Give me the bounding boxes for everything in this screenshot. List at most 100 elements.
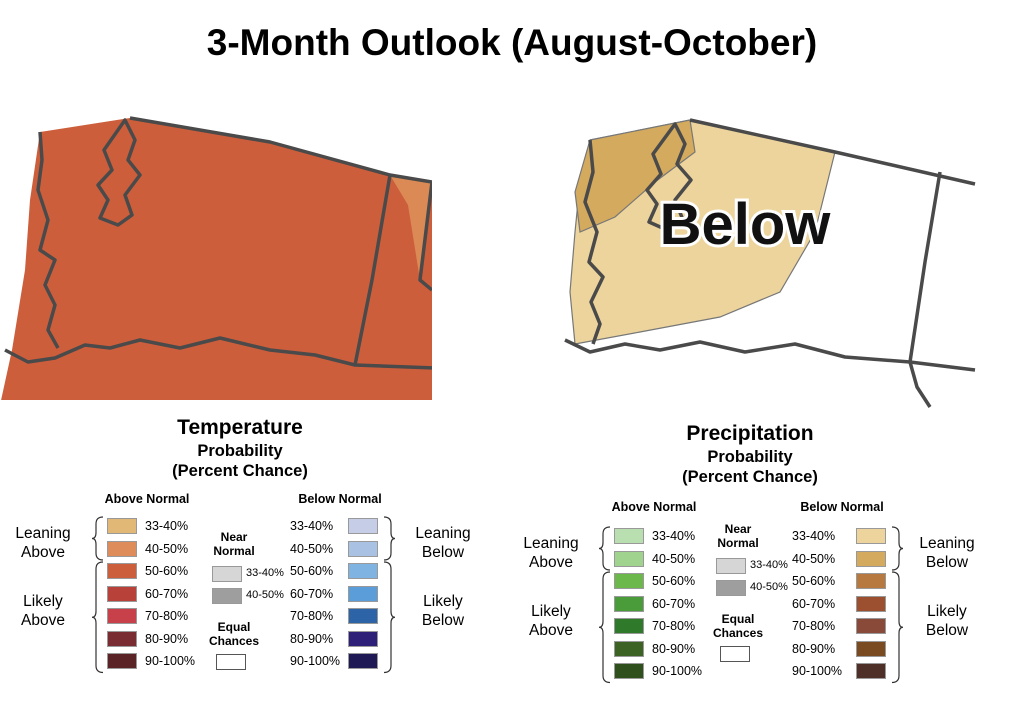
- international-border: [689, 118, 976, 186]
- below-label: 90-100%: [290, 654, 341, 668]
- coastline: [583, 139, 605, 345]
- leaning-above-brace: [91, 516, 104, 561]
- precipitation-map-label: Below: [660, 192, 832, 257]
- equal-chances-heading-line: Equal: [721, 612, 755, 626]
- legend-subtitle: Probability: [707, 448, 793, 466]
- precipitation-map: Below: [564, 118, 976, 408]
- above-swatch: [107, 518, 137, 534]
- leaning-above-label-line: Leaning: [15, 525, 71, 542]
- page-title: 3-Month Outlook (August-October): [206, 22, 818, 63]
- likely-below-label: Likely Below: [408, 592, 478, 630]
- puget-sound: [96, 118, 142, 227]
- below-label: 90-100%: [792, 664, 843, 678]
- equal-chances-heading: Equal Chances: [204, 620, 264, 648]
- below-label: 70-80%: [792, 619, 836, 633]
- below-swatch: [856, 573, 886, 589]
- below-label: 60-70%: [290, 586, 334, 601]
- above-label: 33-40%: [652, 529, 696, 543]
- likely-above-brace: [598, 571, 611, 684]
- near-normal-swatch: [716, 580, 746, 596]
- precipitation-white-region: [705, 152, 975, 402]
- near-normal-label: 33-40%: [750, 559, 788, 571]
- above-swatch: [107, 653, 137, 669]
- above-label: 40-50%: [652, 551, 696, 566]
- leaning-below-label: Leaning Below: [912, 534, 982, 572]
- near-normal-swatch: [212, 566, 242, 582]
- equal-chances-heading: Equal Chances: [708, 612, 768, 640]
- below-normal-header: Below Normal: [800, 500, 884, 514]
- state-border-wa-id: [908, 171, 976, 372]
- likely-above-label-line: Above: [529, 621, 573, 639]
- state-border-wa-or: [4, 336, 356, 367]
- below-swatch: [348, 608, 378, 624]
- state-border-wa-or: [564, 338, 911, 364]
- below-label: 60-70%: [792, 596, 836, 611]
- above-label: 80-90%: [145, 631, 189, 646]
- above-swatch: [614, 663, 644, 679]
- above-swatch: [614, 595, 644, 612]
- likely-above-label-line: Above: [21, 611, 65, 629]
- legend-title: Temperature: [177, 416, 303, 439]
- leaning-above-brace: [598, 526, 611, 571]
- near-normal-heading: Near Normal: [204, 530, 264, 558]
- below-swatch: [348, 630, 378, 647]
- precipitation-legend: Precipitation Probability (Percent Chance)…: [510, 418, 1024, 713]
- likely-below-label-line: Below: [421, 611, 465, 629]
- below-swatch: [856, 550, 886, 567]
- below-swatch: [856, 618, 886, 634]
- below-swatch: [348, 563, 378, 579]
- above-label: 33-40%: [145, 519, 189, 533]
- equal-chances-heading-line: Equal: [217, 620, 251, 634]
- below-swatch: [856, 640, 886, 657]
- below-label: 40-50%: [290, 541, 334, 556]
- above-normal-header: Above Normal: [611, 500, 697, 514]
- below-swatch: [348, 653, 378, 669]
- near-normal-swatch: [212, 588, 242, 604]
- above-swatch: [107, 540, 137, 557]
- equal-chances-heading-line: Chances: [208, 634, 260, 648]
- above-label: 60-70%: [652, 596, 696, 611]
- above-swatch: [614, 573, 644, 589]
- above-swatch: [614, 618, 644, 634]
- equal-chances-swatch: [216, 654, 246, 670]
- leaning-above-label: Leaning Above: [516, 534, 586, 572]
- likely-below-label-line: Likely: [927, 602, 967, 620]
- likely-above-brace: [91, 561, 104, 674]
- likely-below-brace: [383, 561, 396, 674]
- temperature-region: [1, 118, 432, 400]
- near-normal-heading: Near Normal: [708, 522, 768, 550]
- below-label: 33-40%: [792, 529, 836, 543]
- near-normal-swatch: [716, 558, 746, 574]
- below-swatch: [856, 663, 886, 679]
- below-label: 70-80%: [290, 609, 334, 623]
- near-normal-label: 40-50%: [246, 589, 284, 601]
- above-swatch: [107, 585, 137, 602]
- above-swatch: [107, 563, 137, 579]
- coastline: [36, 131, 60, 349]
- legend-title: Precipitation: [686, 422, 814, 445]
- above-label: 40-50%: [145, 541, 189, 556]
- equal-chances-swatch: [720, 646, 750, 662]
- above-label: 60-70%: [145, 586, 189, 601]
- id-mt-border: [418, 181, 432, 292]
- below-label: 50-60%: [290, 564, 334, 578]
- leaning-above-label-line: Leaning: [523, 535, 579, 552]
- above-normal-header: Above Normal: [104, 492, 190, 506]
- likely-above-label: Likely Above: [8, 592, 78, 630]
- below-swatch: [348, 585, 378, 602]
- near-normal-heading-line: Near: [724, 522, 752, 536]
- above-label: 70-80%: [652, 619, 696, 633]
- leaning-below-label: Leaning Below: [408, 524, 478, 562]
- legend-subtitle: Probability: [197, 442, 283, 460]
- leaning-above-label: Leaning Above: [8, 524, 78, 562]
- likely-above-label-line: Likely: [531, 602, 571, 620]
- below-swatch: [856, 595, 886, 612]
- temperature-legend: Temperature Probability (Percent Chance) Ab…: [0, 410, 520, 710]
- near-normal-heading-line: Near: [220, 530, 248, 544]
- likely-below-brace: [891, 571, 904, 684]
- below-label: 80-90%: [792, 641, 836, 656]
- leaning-below-label-line: Below: [925, 554, 969, 571]
- state-border-wa-id: [353, 174, 432, 370]
- below-swatch: [348, 518, 378, 534]
- legend-subtitle: (Percent Chance): [682, 468, 818, 486]
